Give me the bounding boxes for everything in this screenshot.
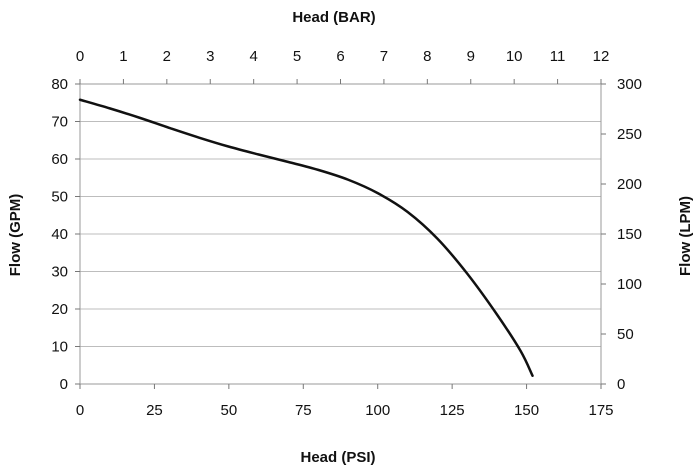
top-tick-label-12: 12 <box>593 48 610 65</box>
bottom-tick-label-100: 100 <box>365 402 390 419</box>
left-tick-label-80: 80 <box>51 76 68 93</box>
left-tick-label-70: 70 <box>51 114 68 131</box>
left-axis-ticks: 0 10 20 30 40 50 60 70 80 <box>51 76 80 393</box>
top-tick-label-3: 3 <box>206 48 214 65</box>
right-tick-label-250: 250 <box>617 126 642 143</box>
gridlines <box>80 83 601 385</box>
bottom-tick-label-125: 125 <box>440 402 465 419</box>
right-tick-label-0: 0 <box>617 376 625 393</box>
bottom-tick-label-175: 175 <box>588 402 613 419</box>
bottom-tick-label-150: 150 <box>514 402 539 419</box>
top-axis-title: Head (BAR) <box>292 9 375 26</box>
top-tick-label-9: 9 <box>467 48 475 65</box>
bottom-axis-title: Head (PSI) <box>300 449 375 466</box>
top-tick-label-10: 10 <box>506 48 523 65</box>
top-tick-label-0: 0 <box>76 48 84 65</box>
right-tick-label-100: 100 <box>617 276 642 293</box>
top-tick-label-4: 4 <box>249 48 257 65</box>
top-tick-label-1: 1 <box>119 48 127 65</box>
flow-curve-line-0 <box>78 98 534 377</box>
top-tick-label-6: 6 <box>336 48 344 65</box>
top-tick-label-5: 5 <box>293 48 301 65</box>
right-axis-ticks: 0 50 100 150 200 250 300 <box>601 76 642 393</box>
left-axis-title: Flow (GPM) <box>7 194 24 277</box>
right-axis-title: Flow (LPM) <box>677 196 694 276</box>
bottom-tick-label-50: 50 <box>221 402 238 419</box>
top-tick-label-11: 11 <box>550 48 566 65</box>
left-tick-label-40: 40 <box>51 226 68 243</box>
left-tick-label-30: 30 <box>51 264 68 281</box>
series-layer <box>78 98 534 377</box>
top-tick-label-2: 2 <box>163 48 171 65</box>
bottom-tick-label-75: 75 <box>295 402 312 419</box>
right-tick-label-200: 200 <box>617 176 642 193</box>
left-tick-label-20: 20 <box>51 301 68 318</box>
bottom-axis-ticks: 0 25 50 75 100 125 150 175 <box>76 384 614 419</box>
top-tick-label-8: 8 <box>423 48 431 65</box>
top-axis-ticks: 0 1 2 3 4 5 6 7 8 9 10 11 12 <box>76 48 610 84</box>
right-tick-label-300: 300 <box>617 76 642 93</box>
left-tick-label-10: 10 <box>51 339 68 356</box>
left-tick-label-50: 50 <box>51 189 68 206</box>
bottom-tick-label-25: 25 <box>146 402 163 419</box>
right-tick-label-150: 150 <box>617 226 642 243</box>
bottom-tick-label-0: 0 <box>76 402 84 419</box>
left-tick-label-60: 60 <box>51 151 68 168</box>
left-tick-label-0: 0 <box>60 376 68 393</box>
right-tick-label-50: 50 <box>617 326 634 343</box>
top-tick-label-7: 7 <box>380 48 388 65</box>
